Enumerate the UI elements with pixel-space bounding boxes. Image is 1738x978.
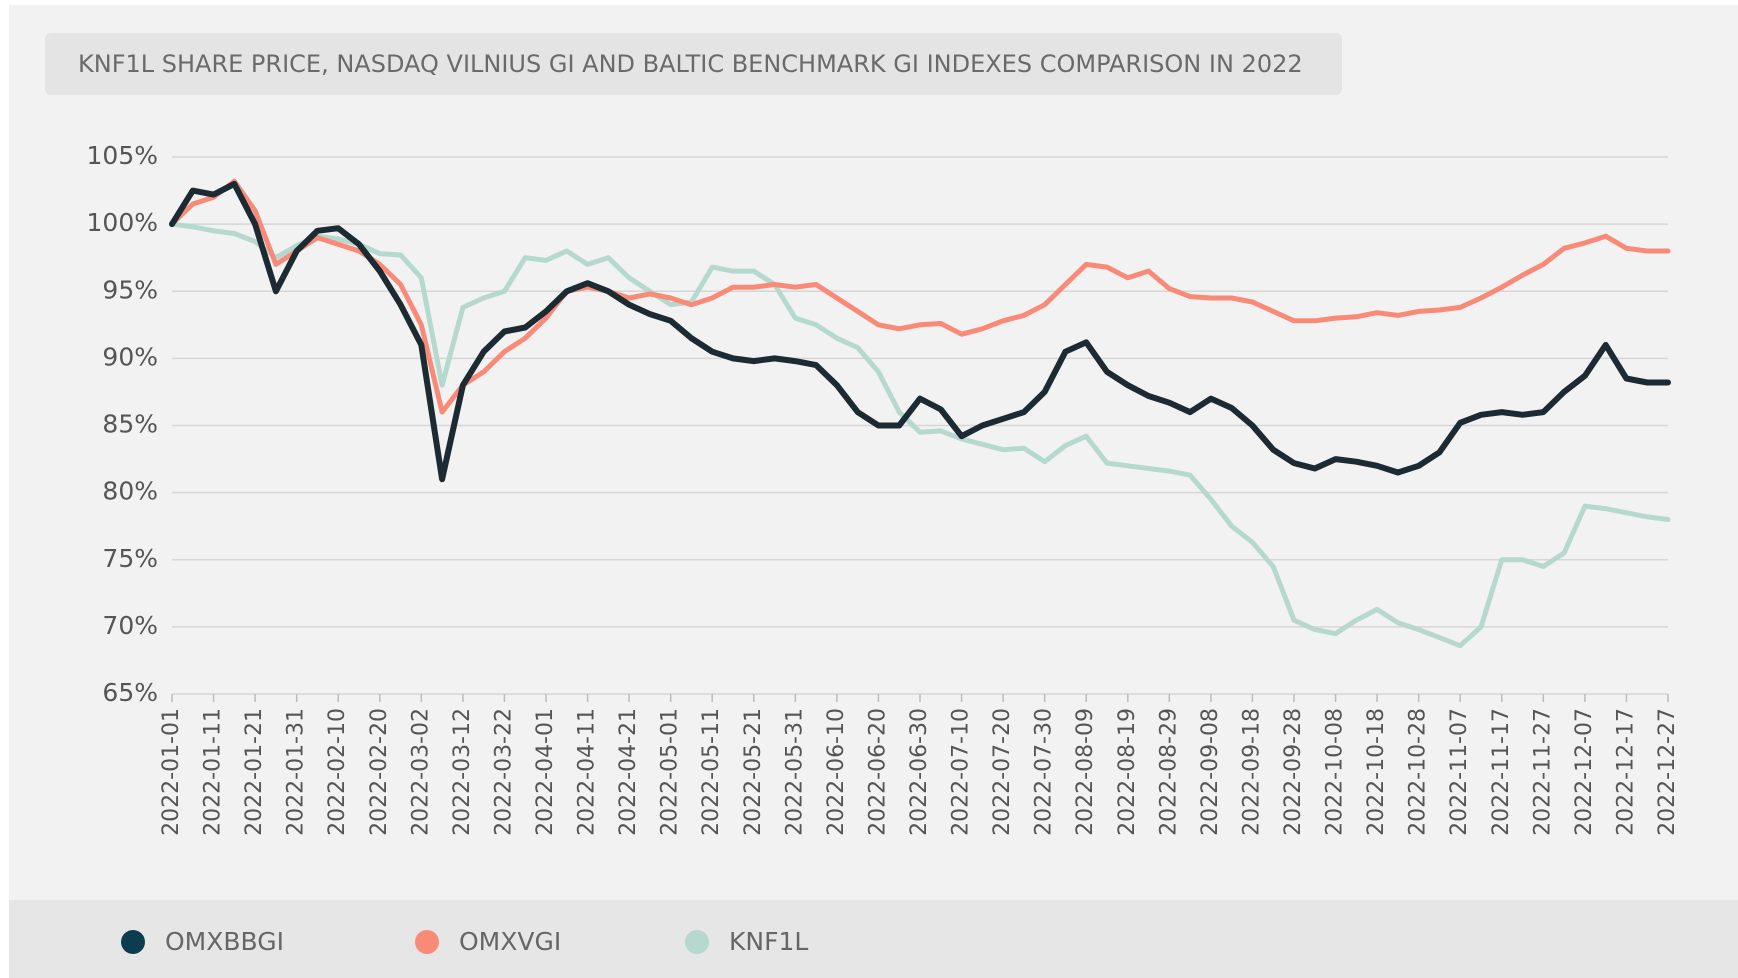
y-tick-label: 75%: [102, 544, 158, 573]
legend-label: OMXBBGI: [165, 927, 284, 956]
x-tick-label: 2022-01-21: [242, 708, 267, 836]
legend-background: [9, 900, 1738, 978]
x-tick-label: 2022-08-09: [1073, 708, 1098, 836]
x-tick-label: 2022-02-10: [325, 708, 350, 836]
x-tick-label: 2022-07-30: [1032, 708, 1057, 836]
x-tick-label: 2022-03-12: [450, 708, 475, 836]
x-tick-label: 2022-12-27: [1655, 708, 1680, 836]
x-tick-label: 2022-01-11: [201, 708, 226, 836]
x-tick-label: 2022-06-30: [907, 708, 932, 836]
y-tick-label: 90%: [102, 342, 158, 371]
legend-label: OMXVGI: [459, 927, 561, 956]
chart-title: KNF1L SHARE PRICE, NASDAQ VILNIUS GI AND…: [78, 50, 1303, 78]
legend-marker: [685, 930, 709, 954]
x-tick-label: 2022-06-20: [865, 708, 890, 836]
x-tick-label: 2022-04-21: [616, 708, 641, 836]
x-tick-label: 2022-04-01: [533, 708, 558, 836]
y-tick-label: 85%: [102, 410, 158, 439]
x-tick-label: 2022-12-17: [1613, 708, 1638, 836]
x-tick-label: 2022-05-31: [782, 708, 807, 836]
x-tick-label: 2022-12-07: [1572, 708, 1597, 836]
x-tick-label: 2022-10-18: [1364, 708, 1389, 836]
x-tick-label: 2022-05-01: [658, 708, 683, 836]
x-tick-label: 2022-07-20: [990, 708, 1015, 836]
legend-marker: [415, 930, 439, 954]
legend-label: KNF1L: [729, 927, 808, 956]
x-tick-label: 2022-05-11: [699, 708, 724, 836]
series-line: [169, 180, 1671, 483]
x-tick-label: 2022-05-21: [741, 708, 766, 836]
series-line: [169, 221, 1671, 649]
x-tick-label: 2022-11-07: [1447, 708, 1472, 836]
x-tick-label: 2022-08-29: [1156, 708, 1181, 836]
title-box: [45, 33, 1342, 95]
x-tick-label: 2022-06-10: [824, 708, 849, 836]
x-tick-label: 2022-11-27: [1530, 708, 1555, 836]
y-tick-label: 100%: [87, 208, 158, 237]
legend-marker: [121, 930, 145, 954]
x-tick-label: 2022-08-19: [1115, 708, 1140, 836]
x-tick-label: 2022-07-10: [949, 708, 974, 836]
x-tick-label: 2022-10-08: [1323, 708, 1348, 836]
x-tick-label: 2022-09-28: [1281, 708, 1306, 836]
y-tick-label: 105%: [87, 141, 158, 170]
x-tick-label: 2022-01-31: [284, 708, 309, 836]
x-tick-label: 2022-04-11: [575, 708, 600, 836]
x-tick-label: 2022-01-01: [159, 708, 184, 836]
x-tick-label: 2022-03-02: [408, 708, 433, 836]
y-tick-label: 65%: [102, 678, 158, 707]
y-tick-label: 70%: [102, 611, 158, 640]
x-tick-label: 2022-11-17: [1489, 708, 1514, 836]
x-tick-label: 2022-09-18: [1239, 708, 1264, 836]
y-tick-label: 95%: [102, 275, 158, 304]
series-line: [169, 178, 1671, 415]
chart-background: [9, 5, 1738, 900]
x-tick-label: 2022-10-28: [1406, 708, 1431, 836]
x-tick-label: 2022-03-22: [491, 708, 516, 836]
x-tick-label: 2022-02-20: [367, 708, 392, 836]
y-tick-label: 80%: [102, 477, 158, 506]
x-tick-label: 2022-09-08: [1198, 708, 1223, 836]
